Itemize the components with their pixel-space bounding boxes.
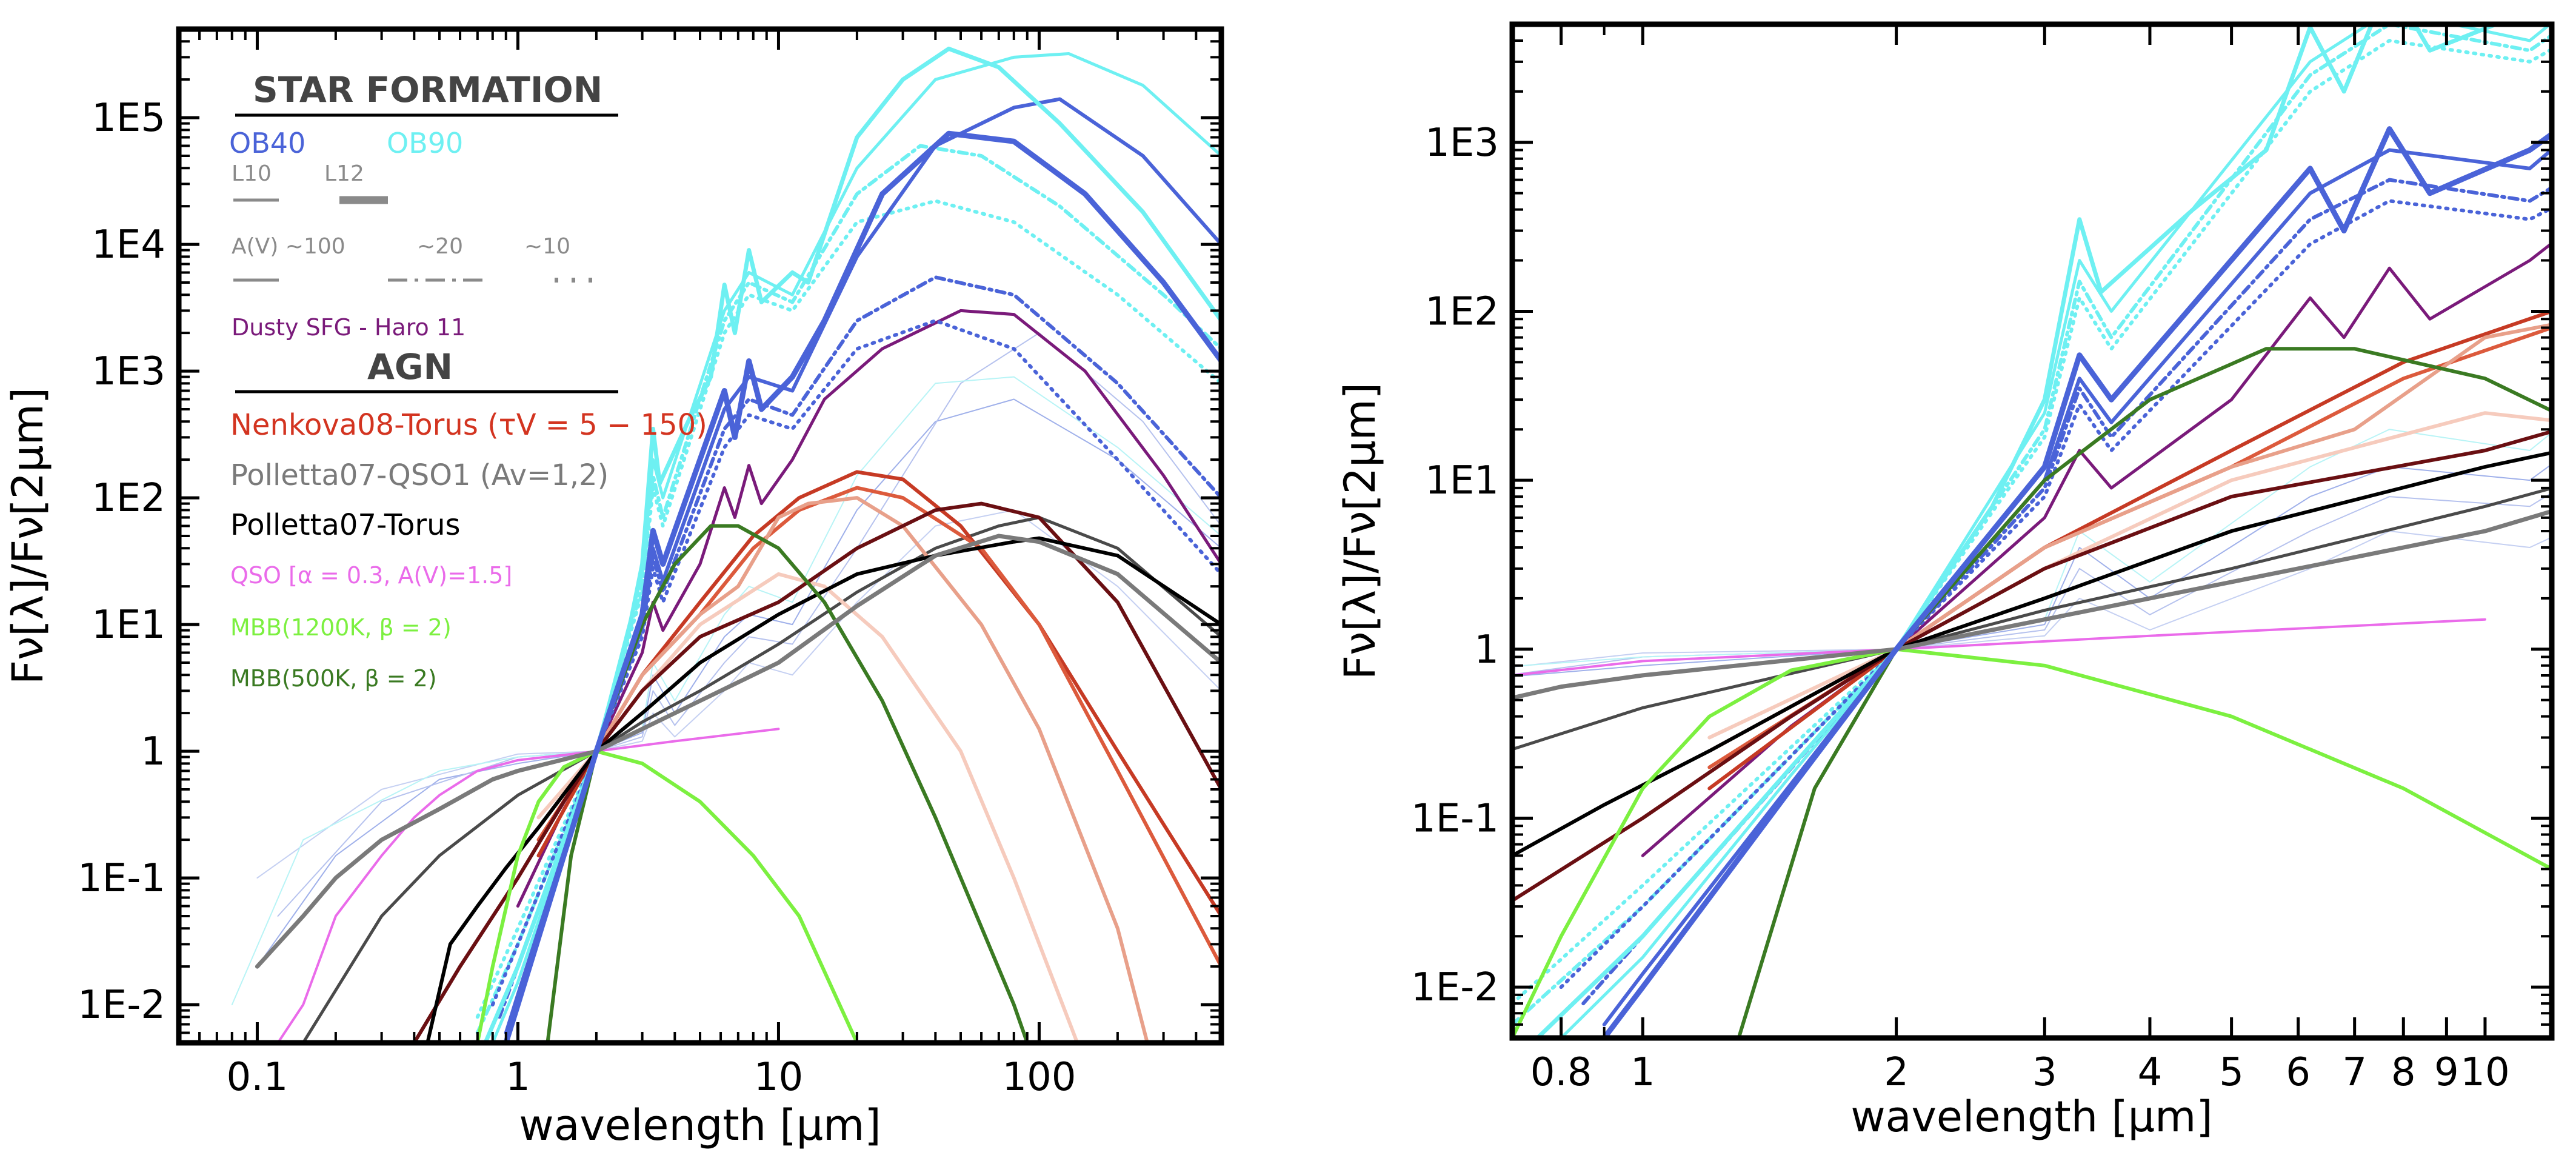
legend-polletta-qso1: Polletta07-QSO1 (Av=1,2) <box>230 458 609 492</box>
right-xtick-label: 8 <box>2391 1050 2416 1095</box>
legend-dusty-sfg: Dusty SFG - Haro 11 <box>232 314 465 341</box>
left-ticks: 1E-2 1E-1 1 1E1 1E2 1E3 1E4 1E5 0.1 1 10 100 <box>78 29 1221 1100</box>
left-xtick-label: 100 <box>1002 1055 1076 1100</box>
right-ytick-label: 1E2 <box>1425 289 1499 334</box>
right-series-qso-alpha-0-3-a-v-1-5 <box>1512 618 2486 677</box>
left-series-group <box>231 46 1221 1043</box>
right-ytick-label: 1E3 <box>1425 121 1499 166</box>
left-ytick-label: 1E2 <box>92 476 165 521</box>
right-xtick-label: 4 <box>2138 1050 2163 1095</box>
left-panel: 1E-2 1E-1 1 1E1 1E2 1E3 1E4 1E5 0.1 1 10 100 wavele… <box>3 26 1224 1150</box>
right-xtick-label: 7 <box>2342 1050 2367 1095</box>
legend-ob90: OB90 <box>387 127 463 159</box>
left-xtick-label: 0.1 <box>227 1055 289 1100</box>
right-xtick-label: 1 <box>1630 1050 1655 1095</box>
left-ytick-label: 1 <box>141 729 165 774</box>
left-series-nenkova08-torus-red-deep <box>412 501 1221 1043</box>
left-ytick-label: 1E4 <box>92 223 165 267</box>
left-y-axis-label: Fν[λ]/Fν[2μm] <box>3 387 53 684</box>
right-plot-frame <box>1509 21 2555 1041</box>
right-series-polletta07-qso1-av-2 <box>1512 486 2552 751</box>
left-series-mbb-500k-beta-2 <box>546 524 1029 1043</box>
legend-polletta-torus: Polletta07-Torus <box>230 508 461 542</box>
legend-l12: L12 <box>324 161 364 186</box>
right-series-nenkova08-torus-red-deep <box>1512 429 2552 903</box>
right-xtick-label: 0.8 <box>1530 1050 1592 1095</box>
right-series-group <box>1512 24 2552 1038</box>
right-series-ob90-l12-a-v-10 <box>1512 39 2552 1006</box>
left-series-qso-alpha-0-3-a-v-1-5 <box>276 728 780 1043</box>
legend-av10: ~10 <box>524 234 570 259</box>
legend-ob40: OB40 <box>229 127 305 159</box>
legend: STAR FORMATION OB40 OB90 L10 L12 A(V) ~1… <box>229 69 707 692</box>
legend-av100: A(V) ~100 <box>232 234 345 259</box>
left-series-polletta07-qso1-av-2 <box>301 516 1221 1043</box>
right-series-ob40-l12-a-v-10 <box>1559 199 2552 989</box>
legend-agn-header: AGN <box>367 346 453 387</box>
left-series-template-thin-cyan <box>231 376 1221 1006</box>
left-x-axis-label: wavelength [μm] <box>519 1100 881 1150</box>
right-ytick-label: 1E-1 <box>1411 796 1499 841</box>
left-ytick-label: 1E5 <box>92 96 165 141</box>
legend-qso: QSO [α = 0.3, A(V)=1.5] <box>230 562 512 589</box>
legend-mbb500: MBB(500K, β = 2) <box>230 665 437 692</box>
right-ytick-label: 1 <box>1474 628 1499 672</box>
left-ytick-label: 1E1 <box>92 603 165 648</box>
legend-mbb1200: MBB(1200K, β = 2) <box>230 614 452 641</box>
right-xtick-label: 6 <box>2286 1050 2311 1095</box>
legend-star-formation-header: STAR FORMATION <box>253 69 602 110</box>
right-series-dusty-sfg-haro-11 <box>1641 241 2552 857</box>
right-series-ob40-l12-a-v-20 <box>1581 178 2552 1006</box>
left-ytick-label: 1E-1 <box>78 856 165 901</box>
left-series-nenkova08-torus-tau-20 <box>536 496 1149 1043</box>
left-ytick-label: 1E-2 <box>78 983 165 1028</box>
left-series-ob40-l12-a-v-20 <box>498 275 1221 1019</box>
right-series-ob40-l10-a-v-100 <box>1602 147 2552 1026</box>
right-ytick-label: 1E-2 <box>1411 965 1499 1010</box>
right-series-polletta07-qso1-av-1 <box>1512 509 2552 700</box>
legend-nenkova: Nenkova08-Torus (τV = 5 − 150) <box>230 408 707 442</box>
legend-l10: L10 <box>232 161 272 186</box>
left-series-ob90-l12-a-v-100 <box>483 46 1221 1043</box>
left-series-ob40-l12-a-v-100 <box>503 130 1221 1043</box>
right-xtick-label: 5 <box>2219 1050 2244 1095</box>
legend-av20: ~20 <box>417 234 463 259</box>
right-xtick-label: 2 <box>1884 1050 1909 1095</box>
right-series-mbb-1200k-beta-2 <box>1512 647 2552 1038</box>
right-xtick-label: 10 <box>2460 1050 2509 1095</box>
right-series-polletta07-torus <box>1512 450 2552 858</box>
left-series-mbb-1200k-beta-2 <box>475 749 859 1043</box>
right-series-ob90-l10-a-v-100 <box>1560 24 2552 1038</box>
left-ytick-label: 1E3 <box>92 349 165 394</box>
right-series-ob40-l12-a-v-100 <box>1601 126 2552 1038</box>
right-xtick-label: 3 <box>2032 1050 2057 1095</box>
right-series-nenkova08-torus-tau-20 <box>1707 323 2552 753</box>
left-xtick-label: 1 <box>506 1055 530 1100</box>
right-ytick-label: 1E1 <box>1425 458 1499 503</box>
right-y-axis-label: Fν[λ]/Fν[2μm] <box>1335 383 1385 680</box>
right-x-axis-label: wavelength [μm] <box>1850 1092 2212 1142</box>
right-series-template-thin-light-blue-1 <box>1512 463 2552 677</box>
right-panel: 1E-2 1E-1 1 1E1 1E2 1E3 0.8 1 2 3 4 5 6 7 8 9 10 wavelen… <box>1335 21 2555 1142</box>
left-series-dusty-sfg-haro-11 <box>516 309 1221 908</box>
right-series-nenkova08-torus-tau-50 <box>1707 326 2552 769</box>
left-series-nenkova08-torus-tau-5 <box>536 572 1079 1043</box>
left-series-polletta07-qso1-av-1 <box>255 534 1221 969</box>
right-series-template-thin-light-blue-3 <box>1512 530 2552 668</box>
right-ticks: 1E-2 1E-1 1 1E1 1E2 1E3 0.8 1 2 3 4 5 6 7 8 9 10 <box>1411 24 2552 1095</box>
right-xtick-label: 9 <box>2434 1050 2459 1095</box>
left-xtick-label: 10 <box>754 1055 803 1100</box>
right-series-ob90-l12-a-v-100 <box>1535 24 2502 1038</box>
